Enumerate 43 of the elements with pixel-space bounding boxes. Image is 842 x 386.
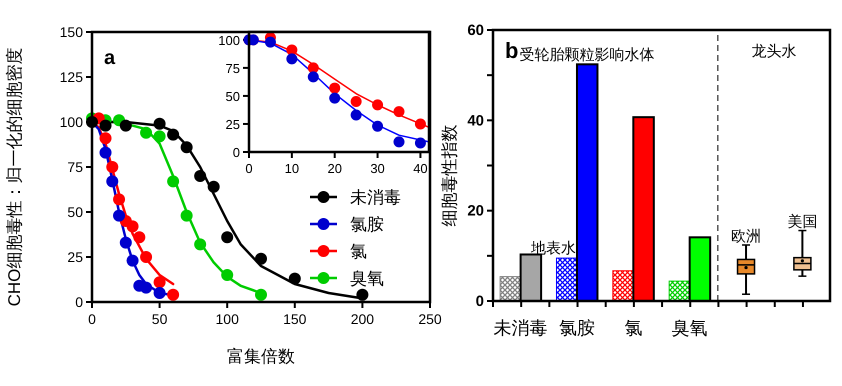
- y-tick-label: 20: [467, 202, 484, 220]
- legend-label: 臭氧: [350, 269, 384, 288]
- y-tick-label: 25: [67, 249, 84, 265]
- x-tick-label: 200: [350, 311, 374, 327]
- series-label: 欧洲: [731, 228, 762, 245]
- y-tick-label: 60: [467, 22, 484, 39]
- y-tick-label: 25: [226, 116, 240, 132]
- y-tick-label: 50: [67, 204, 84, 220]
- y-tick-label: 0: [232, 145, 240, 160]
- y-axis-title: 细胞毒性指数: [440, 124, 459, 226]
- annotation: b: [505, 38, 518, 63]
- x-tick-label: 40: [413, 161, 428, 176]
- x-tick-label: 10: [284, 161, 300, 176]
- x-tick-label: 氯胺: [558, 318, 595, 338]
- x-tick-label: 250: [418, 311, 442, 327]
- x-tick-label: 30: [370, 161, 385, 176]
- series-label: 受轮胎颗粒影响水体: [520, 46, 655, 64]
- y-tick-label: 0: [476, 293, 484, 310]
- y-tick-label: 75: [226, 60, 240, 76]
- y-tick-label: 40: [467, 112, 484, 130]
- y-tick-label: 100: [218, 32, 240, 48]
- x-tick-label: 150: [283, 311, 307, 327]
- x-tick-label: 未消毒: [494, 318, 548, 338]
- x-tick-label: 0: [88, 311, 96, 327]
- y-tick-label: 50: [226, 88, 240, 104]
- x-tick-label: 0: [245, 161, 253, 176]
- y-axis-title: CHO细胞毒性：归一化的细胞密度: [5, 48, 24, 306]
- y-tick-label: 0: [75, 294, 84, 310]
- annotation: a: [104, 47, 116, 69]
- y-tick-label: 100: [60, 114, 84, 130]
- x-axis-title: 富集倍数: [227, 347, 295, 366]
- y-tick-label: 75: [67, 159, 84, 175]
- annotation: 龙头水: [751, 43, 796, 60]
- x-tick-label: 20: [327, 161, 342, 176]
- legend-label: 氯: [350, 242, 367, 261]
- series-label: 美国: [787, 214, 818, 231]
- legend-label: 氯胺: [350, 215, 384, 234]
- y-tick-label: 125: [60, 69, 84, 85]
- legend-label: 未消毒: [350, 188, 401, 207]
- x-tick-label: 氯: [624, 318, 642, 338]
- x-tick-label: 50: [152, 311, 168, 327]
- x-tick-label: 臭氧: [672, 318, 708, 338]
- y-tick-label: 150: [60, 24, 84, 40]
